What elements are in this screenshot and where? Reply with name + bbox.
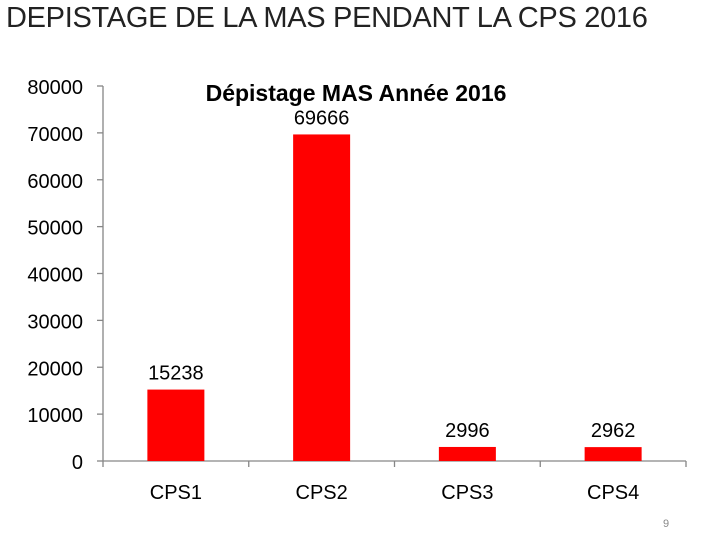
x-tick-label: CPS2 bbox=[296, 482, 348, 504]
y-tick-label: 10000 bbox=[27, 405, 83, 427]
x-tick-label: CPS3 bbox=[441, 482, 493, 504]
page-number: 9 bbox=[663, 518, 670, 530]
data-label: 2962 bbox=[591, 420, 636, 442]
data-label: 2996 bbox=[445, 420, 490, 442]
data-label: 15238 bbox=[148, 363, 204, 385]
bar-cps4 bbox=[584, 447, 642, 461]
y-tick-label: 80000 bbox=[27, 77, 83, 99]
bar-cps3 bbox=[438, 446, 496, 461]
bar-cps1 bbox=[147, 389, 205, 461]
slide-title: DEPISTAGE DE LA MAS PENDANT LA CPS 2016 bbox=[6, 2, 648, 34]
y-tick-label: 50000 bbox=[27, 218, 83, 240]
y-tick-label: 60000 bbox=[27, 171, 83, 193]
y-tick-label: 20000 bbox=[27, 358, 83, 380]
y-tick-label: 30000 bbox=[27, 311, 83, 333]
x-tick-label: CPS1 bbox=[150, 482, 202, 504]
bar-cps2 bbox=[293, 134, 351, 462]
chart-title: Dépistage MAS Année 2016 bbox=[206, 80, 507, 106]
x-tick-label: CPS4 bbox=[587, 482, 639, 504]
y-tick-label: 0 bbox=[72, 452, 83, 474]
y-tick-label: 40000 bbox=[27, 265, 83, 287]
y-tick-label: 70000 bbox=[27, 124, 83, 146]
data-label: 69666 bbox=[294, 107, 350, 129]
